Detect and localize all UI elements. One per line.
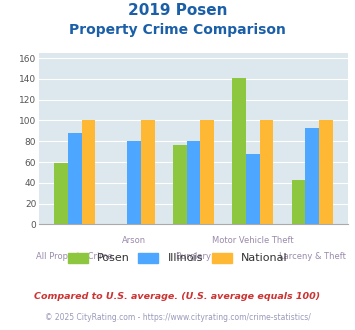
Bar — [305, 128, 319, 224]
Text: © 2025 CityRating.com - https://www.cityrating.com/crime-statistics/: © 2025 CityRating.com - https://www.city… — [45, 313, 310, 322]
Text: 2019 Posen: 2019 Posen — [128, 3, 227, 18]
Bar — [54, 163, 68, 224]
Bar — [68, 133, 82, 224]
Bar — [127, 141, 141, 224]
Bar — [173, 145, 187, 224]
Bar — [292, 180, 305, 224]
Bar — [200, 120, 214, 224]
Text: Property Crime Comparison: Property Crime Comparison — [69, 23, 286, 37]
Text: Compared to U.S. average. (U.S. average equals 100): Compared to U.S. average. (U.S. average … — [34, 292, 321, 301]
Bar — [233, 78, 246, 224]
Text: Burglary: Burglary — [175, 252, 212, 261]
Text: Arson: Arson — [122, 236, 146, 246]
Bar — [246, 154, 260, 224]
Bar — [187, 141, 200, 224]
Text: Motor Vehicle Theft: Motor Vehicle Theft — [212, 236, 294, 246]
Bar — [319, 120, 333, 224]
Bar — [141, 120, 154, 224]
Legend: Posen, Illinois, National: Posen, Illinois, National — [65, 249, 290, 267]
Bar — [82, 120, 95, 224]
Text: Larceny & Theft: Larceny & Theft — [279, 252, 346, 261]
Text: All Property Crime: All Property Crime — [36, 252, 113, 261]
Bar — [260, 120, 273, 224]
